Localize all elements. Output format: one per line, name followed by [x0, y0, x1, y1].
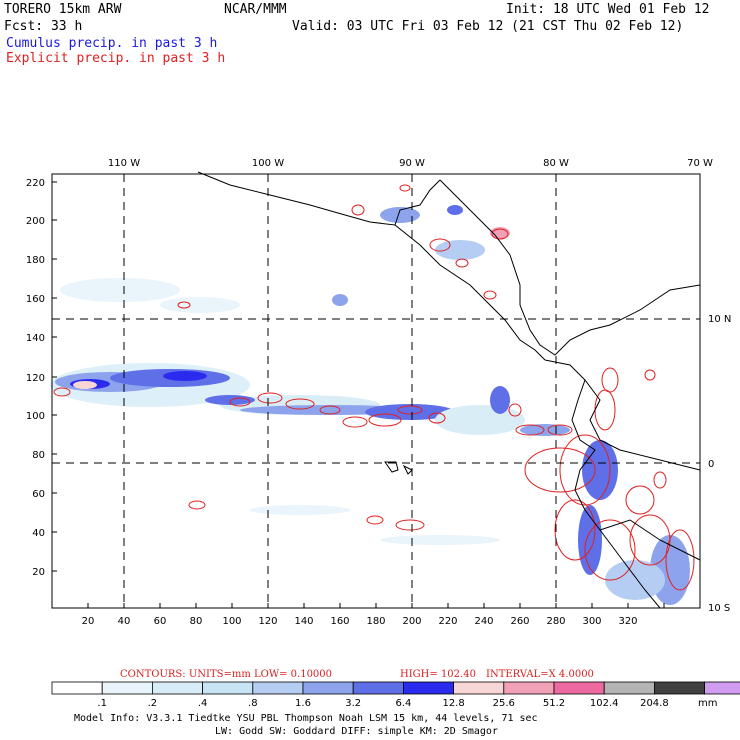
cumulus-precip-shading	[50, 205, 690, 605]
y-tick-label: 120	[26, 373, 45, 384]
y-tick-label: 100	[26, 411, 45, 422]
explicit-precip-label: Explicit precip. in past 3 h	[6, 51, 226, 66]
model-info: Model Info: V3.3.1 Tiedtke YSU PBL Thomp…	[74, 713, 538, 724]
y-tick-label: 40	[32, 528, 45, 539]
colorbar-swatch	[352, 681, 404, 695]
x-tick-label: 320	[618, 616, 637, 627]
colorbar-swatch	[51, 681, 103, 695]
colorbar-label: .1	[97, 698, 107, 709]
axis-ticks	[52, 181, 665, 608]
valid-time: Valid: 03 UTC Fri 03 Feb 12 (21 CST Thu …	[292, 19, 684, 34]
colorbar-label: 3.2	[345, 698, 361, 709]
organization-label: NCAR/MMM	[224, 2, 287, 17]
x-tick-label: 200	[402, 616, 421, 627]
colorbar-swatch	[151, 681, 203, 695]
colorbar-label: 25.6	[493, 698, 515, 709]
x-tick-label: 120	[258, 616, 277, 627]
colorbar-swatch	[553, 681, 605, 695]
colorbar-swatch	[503, 681, 555, 695]
forecast-hour: Fcst: 33 h	[4, 19, 83, 34]
colorbar-swatch	[252, 681, 304, 695]
lon-label: 90 W	[399, 158, 425, 169]
lat-label: 10 S	[708, 603, 730, 614]
y-tick-label: 180	[26, 255, 45, 266]
colorbar: .1 .2 .4 .8 1.6 3.2 6.4 12.8 25.6 51.2 102.4 204.8	[51, 681, 740, 709]
y-tick-label: 200	[26, 216, 45, 227]
colorbar-label: 6.4	[395, 698, 411, 709]
y-tick-label: 140	[26, 333, 45, 344]
explicit-precip-contours	[53, 184, 695, 591]
contour-info: CONTOURS: UNITS=mm LOW= 0.10000	[120, 669, 333, 680]
lon-label: 110 W	[108, 158, 140, 169]
contour-high: HIGH= 102.40	[400, 669, 476, 680]
lon-label: 80 W	[543, 158, 569, 169]
colorbar-label: .2	[148, 698, 158, 709]
colorbar-label: 51.2	[543, 698, 565, 709]
model-physics: LW: Godd SW: Goddard DIFF: simple KM: 2D…	[215, 726, 498, 737]
y-tick-label: 60	[32, 489, 45, 500]
y-tick-label: 220	[26, 178, 45, 189]
lon-label: 70 W	[687, 158, 713, 169]
x-tick-label: 240	[474, 616, 493, 627]
x-tick-label: 100	[222, 616, 241, 627]
model-title: TORERO 15km ARW	[4, 2, 122, 17]
colorbar-swatch	[302, 681, 354, 695]
colorbar-swatch	[453, 681, 505, 695]
colorbar-swatch	[654, 681, 706, 695]
coastlines	[197, 171, 701, 609]
colorbar-label: 102.4	[590, 698, 619, 709]
colorbar-swatch	[202, 681, 254, 695]
colorbar-label: .4	[198, 698, 208, 709]
x-tick-label: 220	[438, 616, 457, 627]
y-tick-label: 160	[26, 294, 45, 305]
x-tick-label: 260	[510, 616, 529, 627]
colorbar-swatch	[704, 681, 740, 695]
y-tick-label: 20	[32, 567, 45, 578]
colorbar-swatch	[402, 681, 454, 695]
x-tick-label: 300	[582, 616, 601, 627]
colorbar-swatch	[603, 681, 655, 695]
lon-label: 100 W	[252, 158, 284, 169]
x-tick-label: 60	[154, 616, 167, 627]
lat-label: 0	[708, 459, 714, 470]
y-tick-label: 80	[32, 450, 45, 461]
init-time: Init: 18 UTC Wed 01 Feb 12	[506, 2, 710, 17]
contour-interval: INTERVAL=X 4.0000	[486, 669, 594, 680]
x-tick-label: 80	[190, 616, 203, 627]
x-tick-label: 180	[366, 616, 385, 627]
cumulus-precip-label: Cumulus precip. in past 3 h	[6, 36, 218, 51]
colorbar-label: .8	[248, 698, 258, 709]
colorbar-label: 1.6	[295, 698, 311, 709]
lat-label: 10 N	[708, 314, 731, 325]
x-tick-label: 160	[330, 616, 349, 627]
x-tick-label: 40	[118, 616, 131, 627]
colorbar-unit: mm	[698, 698, 717, 709]
colorbar-label: 204.8	[640, 698, 669, 709]
x-tick-label: 140	[294, 616, 313, 627]
lat-lon-grid	[52, 174, 700, 608]
colorbar-label: 12.8	[442, 698, 464, 709]
colorbar-swatch	[101, 681, 153, 695]
x-tick-label: 20	[82, 616, 95, 627]
x-tick-label: 280	[546, 616, 565, 627]
